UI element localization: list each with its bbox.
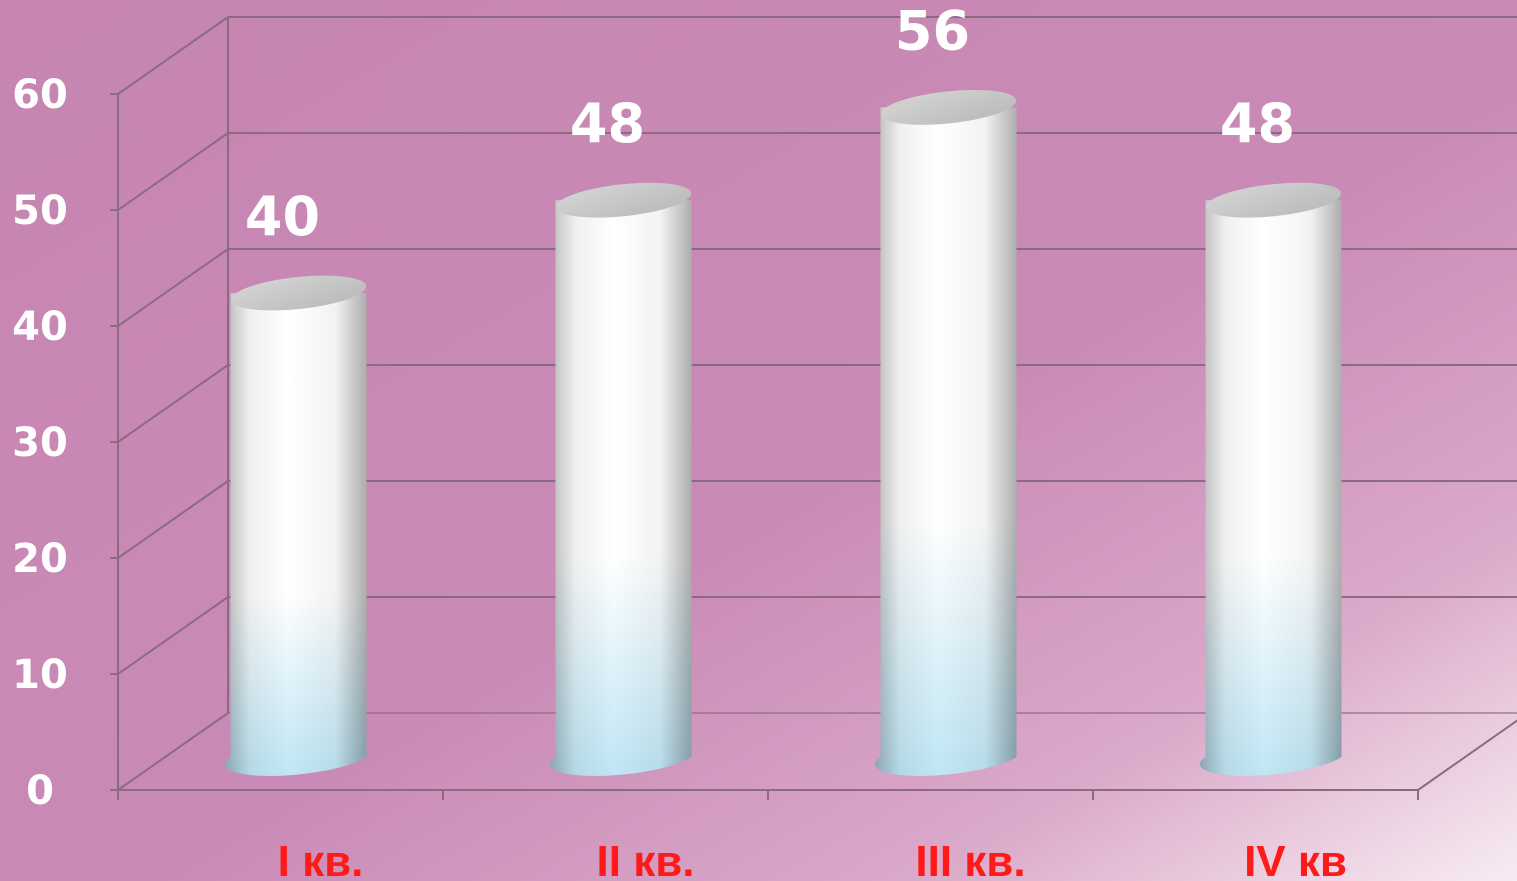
bar-top [555,182,692,218]
y-tick-label: 0 [26,768,54,814]
bar-shading [549,200,692,776]
x-tick-label: I кв. [278,837,364,881]
y-tick-label: 20 [12,536,68,582]
bar-top [1205,182,1342,218]
floor-right-edge [1417,719,1517,791]
labels: 0 10 20 30 40 50 60 40 I кв. 48 II кв. 56 III кв. 48 I… [12,0,1347,881]
side-gridline [117,132,229,211]
side-gridline [117,480,229,559]
y-tick-label: 30 [12,420,68,466]
bar [874,89,1017,776]
side-gridline [117,248,229,327]
data-label: 56 [895,0,970,62]
bar-top [880,89,1017,125]
y-tick-label: 50 [12,188,68,234]
bar-shading [1199,200,1342,776]
bar [1199,182,1342,776]
bar-shading [224,293,367,776]
bar-top [230,275,367,311]
bars [224,89,1342,776]
side-gridline [117,364,229,443]
bar [224,275,367,776]
data-label: 40 [245,185,320,248]
y-tick-label: 60 [12,72,68,118]
x-tick-label: III кв. [915,837,1025,881]
data-label: 48 [1220,92,1295,155]
side-gridline [117,596,229,675]
side-gridline [117,712,229,791]
axes [110,17,1517,800]
y-tick-label: 40 [12,304,68,350]
bar-shading [874,107,1017,776]
side-gridline [117,16,229,95]
y-tick-label: 10 [12,652,68,698]
x-tick-label: IV кв [1244,837,1347,881]
data-label: 48 [570,92,645,155]
x-tick-label: II кв. [597,837,695,881]
bar [549,182,692,776]
